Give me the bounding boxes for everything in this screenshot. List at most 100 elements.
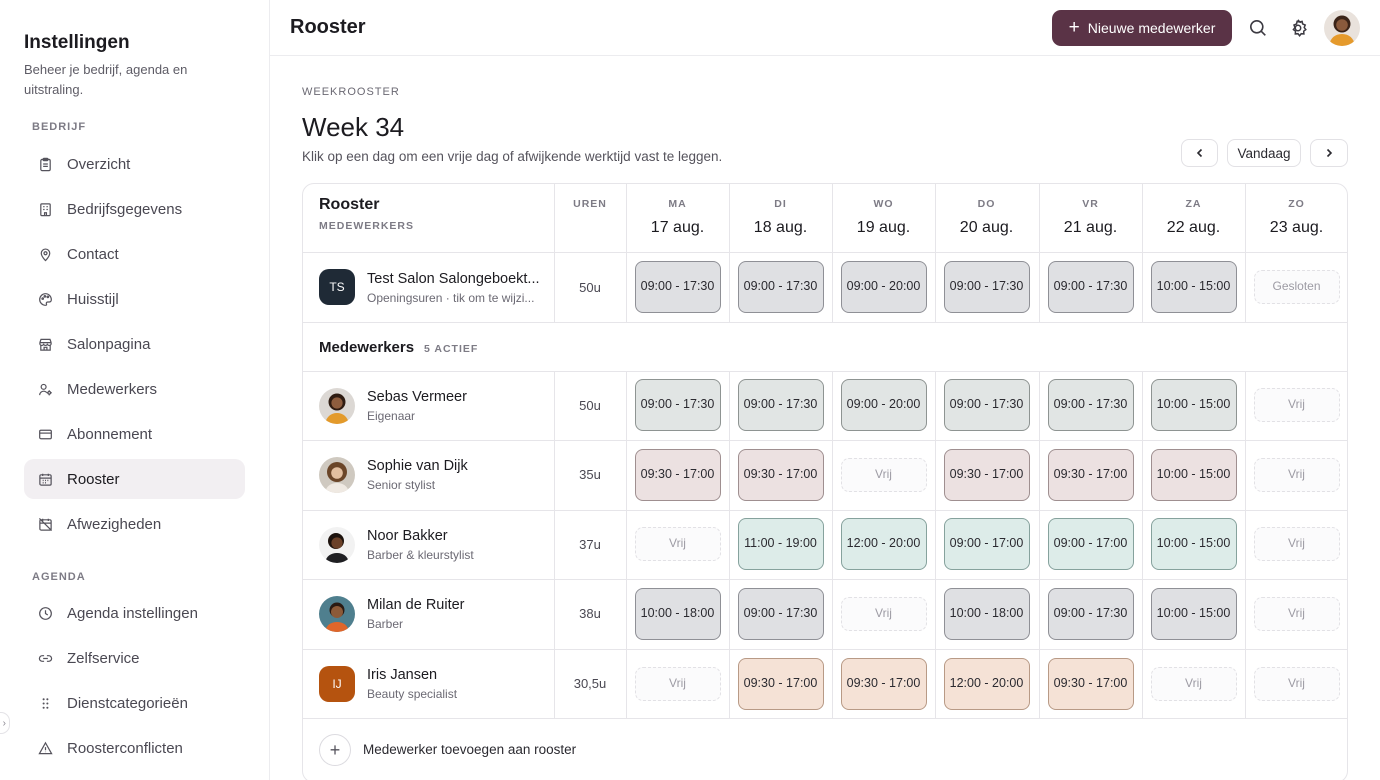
shift-cell[interactable]: 09:30 - 17:00 <box>737 449 824 501</box>
credit-card-icon <box>37 426 53 442</box>
divider <box>303 252 1347 253</box>
previous-week-button[interactable] <box>1181 139 1218 167</box>
day-off-cell[interactable]: Vrij <box>1150 667 1237 701</box>
next-week-button[interactable] <box>1310 139 1348 167</box>
day-off-cell[interactable]: Vrij <box>1253 527 1340 561</box>
day-off-cell[interactable]: Vrij <box>1253 597 1340 631</box>
sidebar-item-rooster[interactable]: Rooster <box>24 459 245 499</box>
shift-cell[interactable]: 09:30 - 17:00 <box>943 449 1030 501</box>
today-button[interactable]: Vandaag <box>1227 139 1301 167</box>
add-employee-row[interactable]: + Medewerker toevoegen aan rooster <box>303 718 1347 780</box>
day-off-cell[interactable]: Vrij <box>1253 388 1340 422</box>
shift-cell[interactable]: 09:30 - 17:00 <box>1047 449 1134 501</box>
day-off-cell[interactable]: Vrij <box>840 597 927 631</box>
gear-icon[interactable] <box>1288 18 1308 38</box>
day-header: DO 20 aug. <box>935 184 1038 252</box>
staff-row-noor[interactable]: Noor Bakker Barber & kleurstylist 37u Vr… <box>303 510 1347 579</box>
sidebar-item-label: Agenda instellingen <box>67 604 198 622</box>
avatar <box>319 388 355 424</box>
shift-cell[interactable]: 09:30 - 17:00 <box>737 658 824 710</box>
user-avatar[interactable] <box>1324 10 1360 46</box>
sidebar-item-agenda-instellingen[interactable]: Agenda instellingen <box>24 593 245 633</box>
sidebar-item-overzicht[interactable]: Overzicht <box>24 144 245 184</box>
sidebar-item-roosterconflicten[interactable]: Roosterconflicten <box>24 728 245 768</box>
sidebar-item-dienstcategorieen[interactable]: Dienstcategorieën <box>24 683 245 723</box>
shift-cell[interactable]: 12:00 - 20:00 <box>840 518 927 570</box>
sidebar-title: Instellingen <box>24 32 130 53</box>
shift-cell[interactable]: 09:00 - 17:30 <box>943 379 1030 431</box>
sidebar-item-bedrijfsgegevens[interactable]: Bedrijfsgegevens <box>24 189 245 229</box>
chevron-right-icon <box>1326 148 1333 158</box>
staff-role: Senior stylist <box>367 478 436 492</box>
add-employee-label: Medewerker toevoegen aan rooster <box>363 742 577 757</box>
staff-hours: 38u <box>579 606 601 621</box>
salon-hours-row[interactable]: TS Test Salon Salongeboekt... Openingsur… <box>303 252 1347 322</box>
sidebar-item-abonnement[interactable]: Abonnement <box>24 414 245 454</box>
shift-cell[interactable]: 09:00 - 17:30 <box>634 261 721 313</box>
shift-cell[interactable]: 10:00 - 15:00 <box>1150 379 1237 431</box>
settings-sidebar: Instellingen Beheer je bedrijf, agenda e… <box>0 0 270 780</box>
sidebar-item-zelfservice[interactable]: Zelfservice <box>24 638 245 678</box>
sidebar-item-afwezigheden[interactable]: Afwezigheden <box>24 504 245 544</box>
sidebar-collapse-handle[interactable]: › <box>0 712 10 734</box>
sidebar-item-label: Overzicht <box>67 155 131 173</box>
salon-name: Test Salon Salongeboekt... <box>367 271 540 287</box>
staff-hours: 35u <box>579 467 601 482</box>
sidebar-item-contact[interactable]: Contact <box>24 234 245 274</box>
shift-cell[interactable]: 09:30 - 17:00 <box>634 449 721 501</box>
shift-cell[interactable]: 10:00 - 15:00 <box>1150 449 1237 501</box>
day-off-cell[interactable]: Gesloten <box>1253 270 1340 304</box>
divider <box>303 440 1347 441</box>
shift-cell[interactable]: 09:30 - 17:00 <box>840 658 927 710</box>
search-icon[interactable] <box>1248 18 1268 38</box>
staff-row-iris[interactable]: IJ Iris Jansen Beauty specialist 30,5u V… <box>303 649 1347 718</box>
sidebar-subtitle: Beheer je bedrijf, agenda en uitstraling… <box>24 62 188 97</box>
shift-cell[interactable]: 09:00 - 20:00 <box>840 379 927 431</box>
shift-cell[interactable]: 10:00 - 15:00 <box>1150 588 1237 640</box>
new-employee-label: Nieuwe medewerker <box>1087 20 1216 36</box>
day-header: WO 19 aug. <box>832 184 935 252</box>
shift-cell[interactable]: 09:00 - 17:30 <box>634 379 721 431</box>
shift-cell[interactable]: 09:00 - 17:30 <box>1047 588 1134 640</box>
column-divider <box>1142 184 1143 718</box>
shift-cell[interactable]: 09:00 - 20:00 <box>840 261 927 313</box>
shift-cell[interactable]: 11:00 - 19:00 <box>737 518 824 570</box>
shift-cell[interactable]: 09:00 - 17:30 <box>943 261 1030 313</box>
day-abbr: MA <box>668 198 687 210</box>
shift-cell[interactable]: 09:00 - 17:00 <box>1047 518 1134 570</box>
sidebar-item-huisstijl[interactable]: Huisstijl <box>24 279 245 319</box>
day-date: 17 aug. <box>650 219 705 236</box>
shift-cell[interactable]: 09:00 - 17:30 <box>1047 261 1134 313</box>
shift-cell[interactable]: 10:00 - 18:00 <box>943 588 1030 640</box>
shift-cell[interactable]: 10:00 - 15:00 <box>1150 261 1237 313</box>
page-title: Rooster <box>290 16 366 38</box>
day-date: 22 aug. <box>1166 219 1221 236</box>
sidebar-item-medewerkers[interactable]: Medewerkers <box>24 369 245 409</box>
shift-cell[interactable]: 09:00 - 17:00 <box>943 518 1030 570</box>
shift-cell[interactable]: 09:00 - 17:30 <box>737 379 824 431</box>
staff-row-sebas[interactable]: Sebas Vermeer Eigenaar 50u 09:00 - 17:30… <box>303 371 1347 440</box>
salon-subtitle: Openingsuren · tik om te wijzi... <box>367 291 535 305</box>
shift-cell[interactable]: 09:00 - 17:30 <box>1047 379 1134 431</box>
day-off-cell[interactable]: Vrij <box>1253 667 1340 701</box>
staff-row-sophie[interactable]: Sophie van Dijk Senior stylist 35u 09:30… <box>303 440 1347 510</box>
top-bar: Rooster + Nieuwe medewerker <box>270 0 1380 56</box>
day-off-cell[interactable]: Vrij <box>634 527 721 561</box>
shift-cell[interactable]: 09:00 - 17:30 <box>737 588 824 640</box>
shift-cell[interactable]: 10:00 - 15:00 <box>1150 518 1237 570</box>
shift-cell[interactable]: 10:00 - 18:00 <box>634 588 721 640</box>
new-employee-button[interactable]: + Nieuwe medewerker <box>1052 10 1232 46</box>
day-header: VR 21 aug. <box>1039 184 1142 252</box>
staff-row-milan[interactable]: Milan de Ruiter Barber 38u 10:00 - 18:00… <box>303 579 1347 649</box>
day-off-cell[interactable]: Vrij <box>634 667 721 701</box>
link-icon <box>37 650 53 666</box>
day-off-cell[interactable]: Vrij <box>1253 458 1340 492</box>
day-off-cell[interactable]: Vrij <box>840 458 927 492</box>
shift-cell[interactable]: 09:00 - 17:30 <box>737 261 824 313</box>
shift-cell[interactable]: 09:30 - 17:00 <box>1047 658 1134 710</box>
calendar-icon <box>37 471 53 487</box>
plus-icon[interactable]: + <box>319 734 351 766</box>
sidebar-item-salonpagina[interactable]: Salonpagina <box>24 324 245 364</box>
shift-cell[interactable]: 12:00 - 20:00 <box>943 658 1030 710</box>
week-heading: Week 34 <box>302 112 405 142</box>
